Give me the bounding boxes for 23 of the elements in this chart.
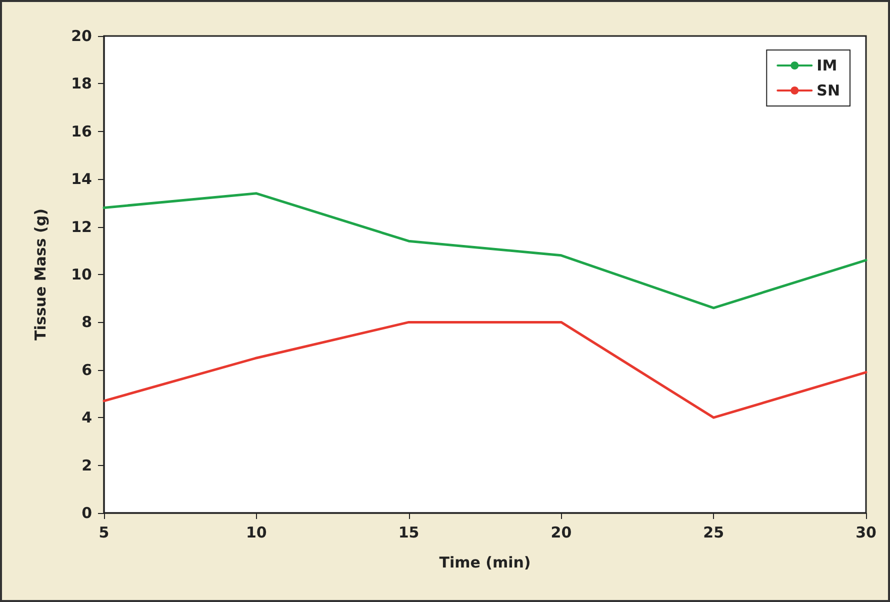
x-tick-label: 10 bbox=[246, 524, 267, 542]
x-tick-label: 30 bbox=[856, 524, 876, 542]
x-axis-title: Time (min) bbox=[439, 554, 531, 572]
y-tick-label: 20 bbox=[71, 27, 92, 45]
y-tick-label: 16 bbox=[71, 122, 92, 140]
line-series bbox=[102, 192, 868, 310]
line-series bbox=[102, 320, 868, 419]
x-tick-label: 15 bbox=[398, 524, 420, 542]
x-tick-label: 20 bbox=[550, 524, 572, 542]
y-tick-label: 10 bbox=[71, 266, 92, 284]
y-tick-label: 4 bbox=[82, 408, 92, 427]
y-tick-label: 8 bbox=[82, 313, 92, 332]
y-tick-label: 2 bbox=[82, 456, 92, 474]
y-tick-label: 12 bbox=[71, 218, 92, 236]
x-tick-label: 25 bbox=[703, 524, 724, 542]
legend-label: IM bbox=[816, 56, 838, 74]
y-tick-label: 6 bbox=[82, 360, 92, 379]
y-tick-label: 0 bbox=[82, 504, 92, 522]
legend-label: SN bbox=[816, 82, 840, 100]
y-axis-title: Tissue Mass (g) bbox=[32, 208, 50, 340]
x-tick-label: 5 bbox=[98, 524, 110, 542]
y-tick-label: 14 bbox=[71, 170, 92, 188]
y-tick-label: 18 bbox=[71, 74, 92, 93]
